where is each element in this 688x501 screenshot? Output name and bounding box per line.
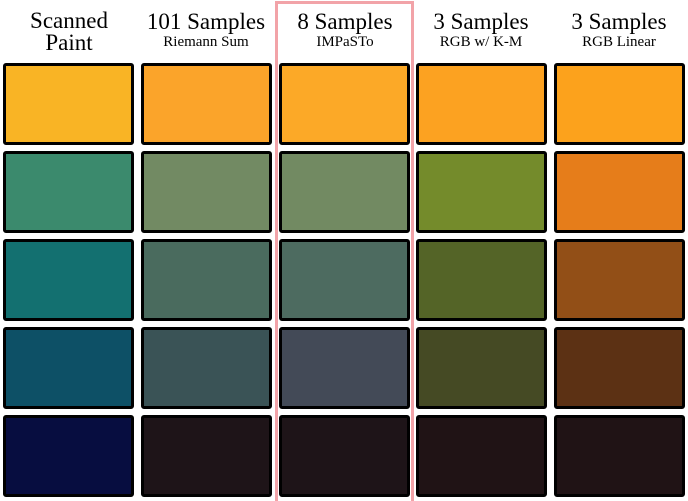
color-swatch-r4-c1 (3, 327, 134, 409)
column-title: Scanned (30, 8, 108, 33)
color-swatch-r2-c3 (279, 151, 410, 233)
column-subtitle: RGB w/ K-M (439, 34, 523, 50)
column-title: 8 Samples (297, 9, 393, 34)
color-swatch-r5-c2 (141, 415, 272, 497)
color-swatch-r1-c3 (279, 63, 410, 145)
color-swatch-r5-c4 (416, 415, 547, 497)
color-swatch-r2-c2 (141, 151, 272, 233)
column-header-8-samples: 8 Samples IMPaSTo (276, 0, 414, 51)
color-swatch-r5-c3 (279, 415, 410, 497)
column-header-3-samples-km: 3 Samples RGB w/ K-M (412, 0, 550, 51)
color-swatch-r1-c4 (416, 63, 547, 145)
column-subtitle: Riemann Sum (163, 34, 249, 50)
column-header-scanned-paint: Scanned Paint (0, 0, 138, 54)
color-swatch-r1-c1 (3, 63, 134, 145)
column-subtitle: RGB Linear (582, 34, 656, 50)
color-swatch-r4-c5 (554, 327, 685, 409)
color-swatch-r4-c3 (279, 327, 410, 409)
color-swatch-r3-c4 (416, 239, 547, 321)
color-swatch-r1-c2 (141, 63, 272, 145)
column-title: 3 Samples (571, 9, 667, 34)
color-swatch-r5-c5 (554, 415, 685, 497)
color-swatch-r2-c1 (3, 151, 134, 233)
color-swatch-r2-c4 (416, 151, 547, 233)
color-swatch-r4-c4 (416, 327, 547, 409)
column-title: 3 Samples (433, 9, 529, 34)
column-title: 101 Samples (146, 9, 266, 34)
column-title-line2: Paint (45, 30, 93, 55)
column-header-3-samples-linear: 3 Samples RGB Linear (550, 0, 688, 51)
color-swatch-r3-c5 (554, 239, 685, 321)
color-swatch-r1-c5 (554, 63, 685, 145)
column-subtitle: IMPaSTo (316, 34, 374, 50)
color-swatch-r4-c2 (141, 327, 272, 409)
color-swatch-r3-c1 (3, 239, 134, 321)
color-swatch-r3-c3 (279, 239, 410, 321)
color-swatch-r5-c1 (3, 415, 134, 497)
column-header-101-samples: 101 Samples Riemann Sum (137, 0, 275, 51)
color-swatch-r3-c2 (141, 239, 272, 321)
color-swatch-r2-c5 (554, 151, 685, 233)
